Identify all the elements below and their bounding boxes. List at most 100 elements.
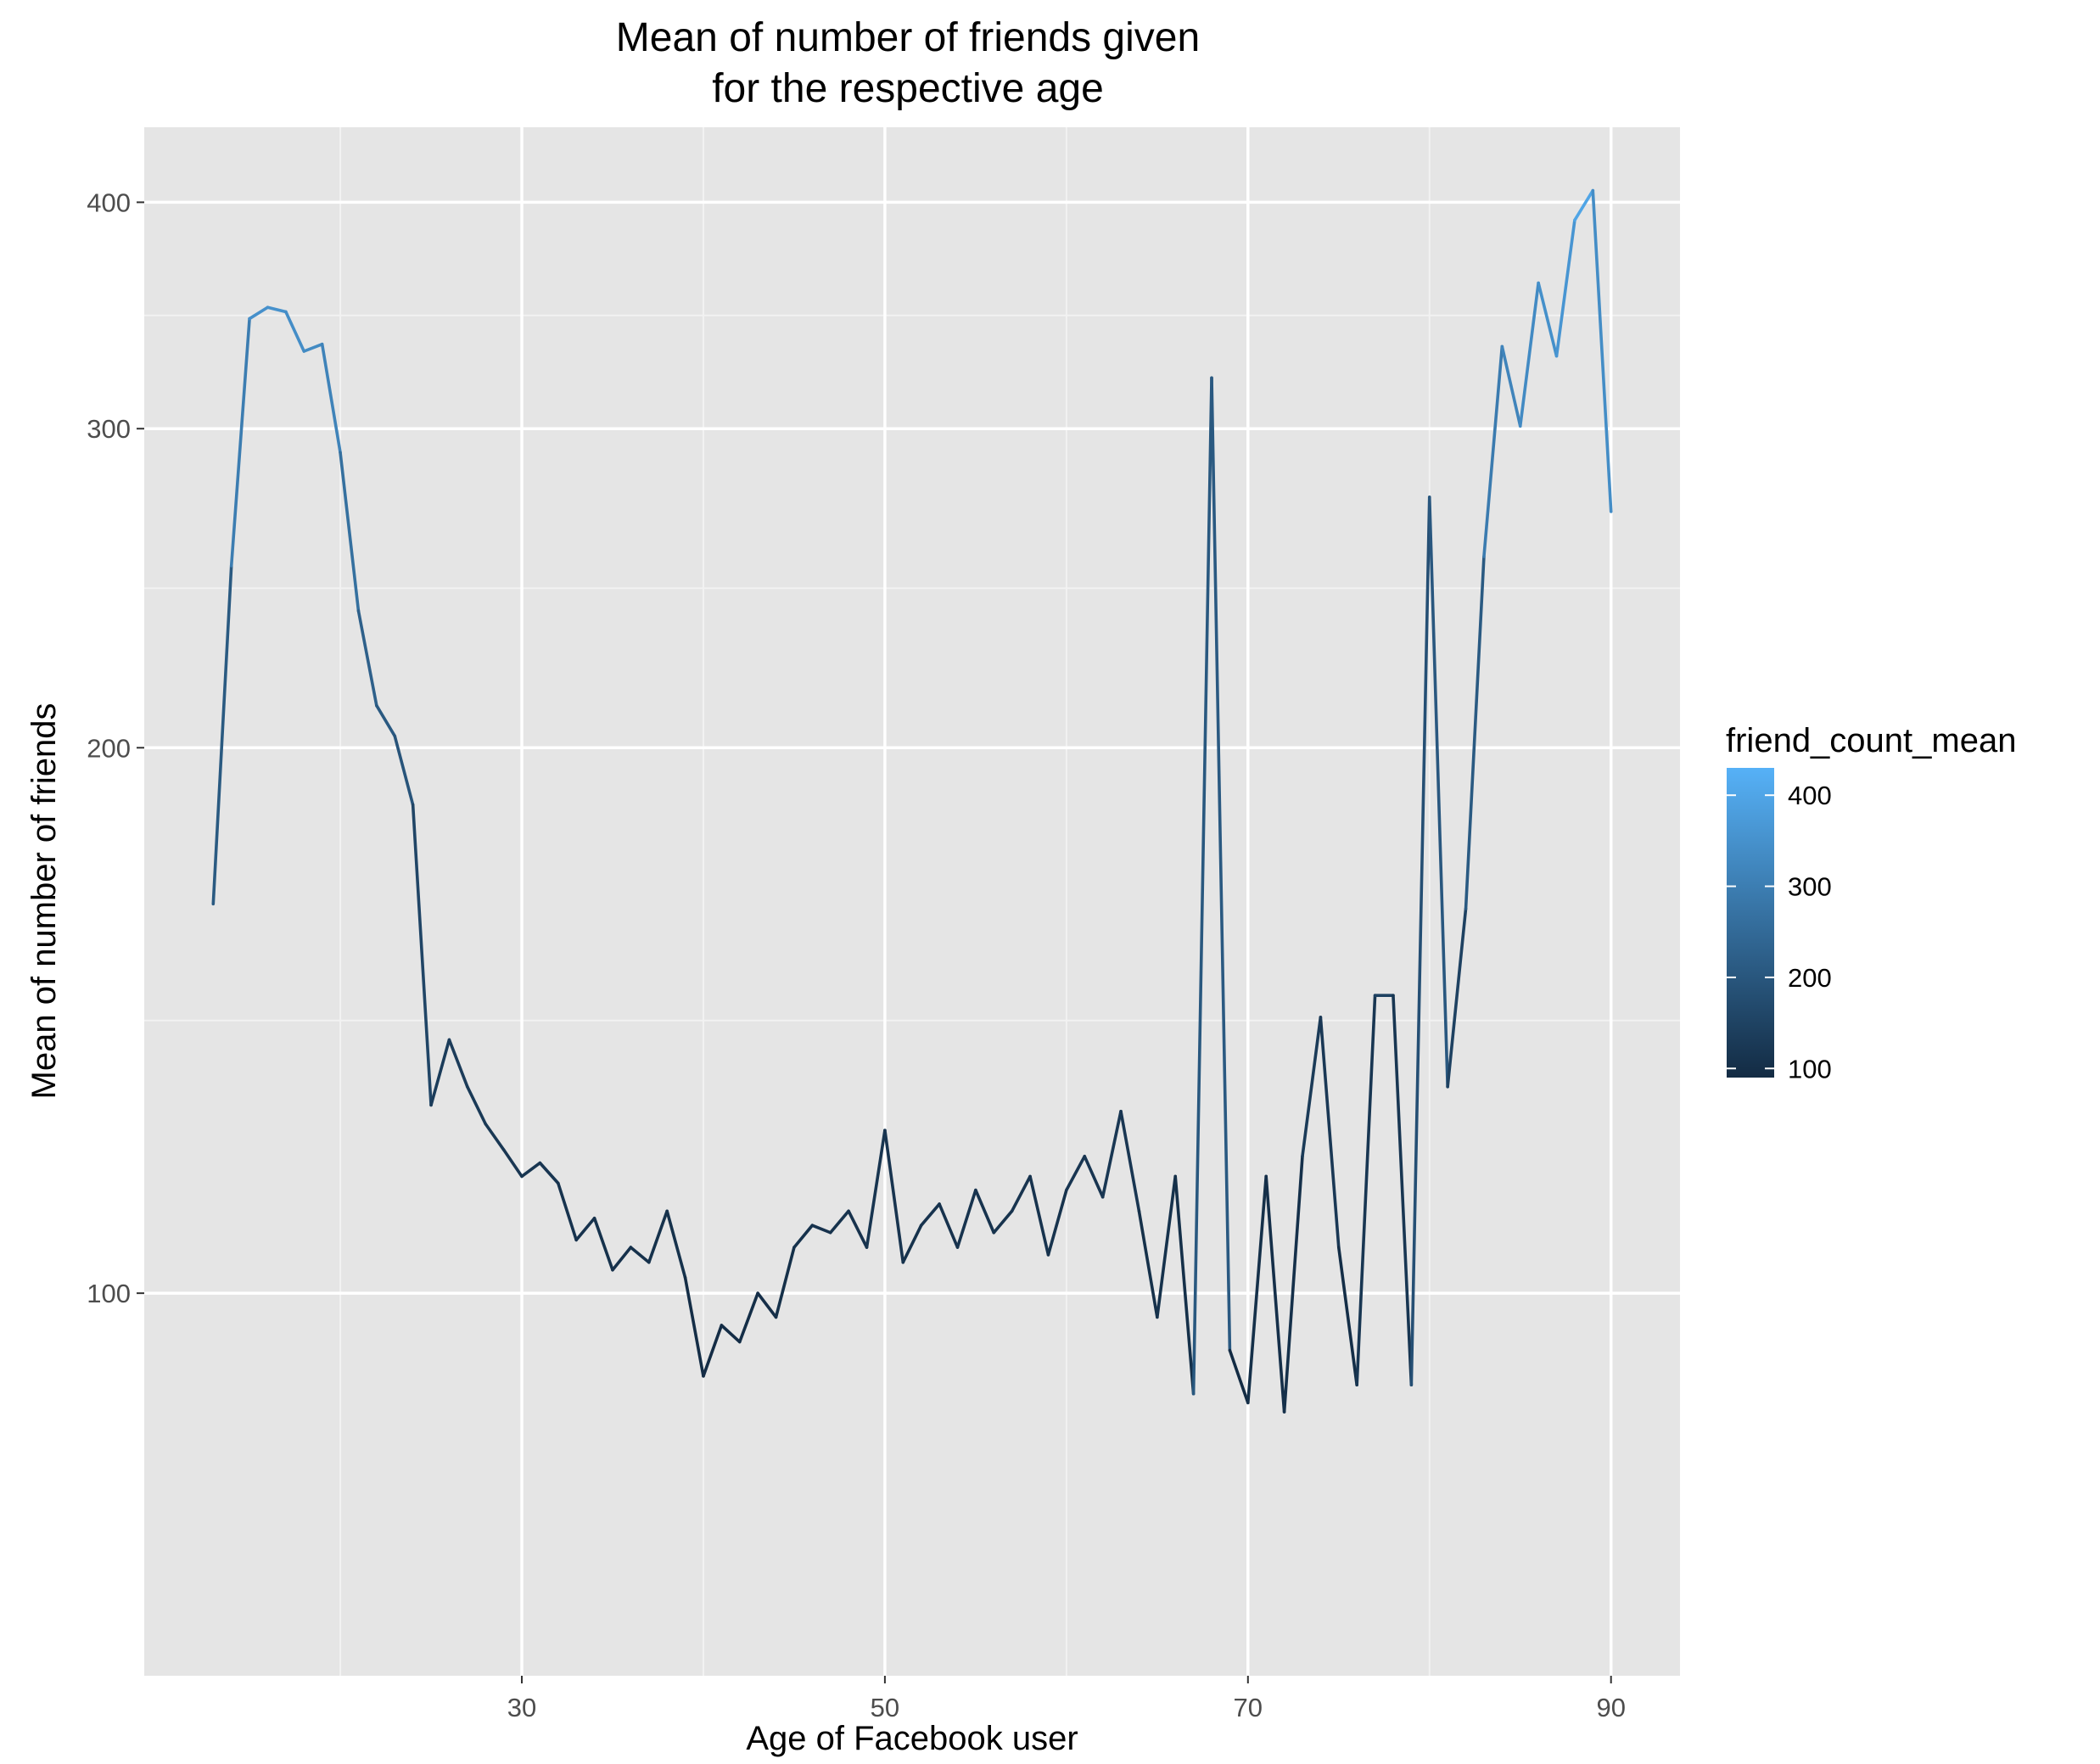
line-segment: [1156, 1174, 1178, 1319]
line-segment: [1409, 496, 1431, 1387]
y-tick-label: 200: [87, 733, 131, 763]
line-segment: [1427, 496, 1449, 1089]
chart-title-line-1: Mean of number of friends given: [616, 15, 1200, 60]
line-segment: [1301, 1016, 1323, 1158]
line-segment: [1482, 344, 1504, 558]
line-segment: [792, 1224, 815, 1249]
line-segment: [1336, 1246, 1358, 1387]
line-segment: [1119, 1109, 1141, 1213]
minor-gridlines: [144, 127, 1680, 1676]
line-segment: [1282, 1154, 1304, 1414]
legend-title: friend_count_mean: [1726, 722, 2016, 759]
line-segment: [1210, 376, 1232, 1352]
line-segment: [320, 342, 342, 455]
y-axis-title: Mean of number of friends: [25, 703, 63, 1100]
line-segment: [647, 1209, 669, 1264]
line-segment: [248, 305, 270, 321]
x-tick-label: 70: [1234, 1693, 1263, 1722]
legend-label: 200: [1788, 963, 1832, 993]
x-axis-title: Age of Facebook user: [746, 1720, 1078, 1757]
line-segment: [1083, 1154, 1105, 1199]
line-segment: [737, 1291, 759, 1344]
line-segment: [1264, 1174, 1286, 1414]
y-tick-label: 300: [87, 414, 131, 444]
legend-colorbar: [1727, 768, 1774, 1078]
x-tick-label: 50: [871, 1693, 899, 1722]
line-segment: [611, 1246, 633, 1272]
line-segment: [557, 1181, 578, 1242]
legend: friend_count_mean 100 200 300 400: [1726, 722, 2016, 1084]
line-segment: [592, 1216, 614, 1272]
line-segment: [501, 1148, 524, 1179]
legend-label: 400: [1788, 781, 1832, 810]
line-segment: [375, 703, 397, 738]
line-segment: [229, 316, 251, 568]
legend-ticks: 100 200 300 400: [1727, 781, 1832, 1084]
x-tick-label: 90: [1596, 1693, 1625, 1722]
line-segment: [665, 1209, 687, 1280]
line-segment: [1537, 281, 1559, 358]
line-segment: [1446, 907, 1468, 1089]
line-segment: [828, 1209, 850, 1235]
line-segment: [302, 342, 324, 353]
line-segment: [1573, 188, 1595, 222]
line-segment: [1319, 1016, 1341, 1249]
line-segment: [847, 1209, 869, 1249]
x-tick-label: 30: [507, 1693, 536, 1722]
line-segment: [1518, 281, 1540, 428]
line-segment: [1100, 1109, 1123, 1199]
line-segment: [356, 609, 378, 708]
line-segment: [1028, 1174, 1050, 1257]
line-segment: [538, 1161, 560, 1185]
line-segment: [1065, 1154, 1087, 1192]
line-segment: [865, 1128, 887, 1249]
line-segment: [720, 1324, 742, 1344]
line-segment: [955, 1188, 977, 1249]
chart-title-line-2: for the respective age: [712, 66, 1104, 111]
line-segment: [466, 1084, 488, 1126]
line-segment: [683, 1275, 705, 1378]
line-segment: [702, 1324, 724, 1378]
legend-label: 300: [1788, 872, 1832, 902]
line-segment: [1392, 994, 1414, 1387]
line-segment: [1500, 344, 1522, 428]
line-segment: [774, 1246, 796, 1319]
y-axis-ticks: 100 200 300 400: [87, 188, 144, 1308]
line-segment: [992, 1209, 1014, 1235]
line-segment: [266, 305, 288, 314]
legend-label: 100: [1788, 1054, 1832, 1084]
y-tick-label: 400: [87, 188, 131, 217]
line-segment: [1173, 1174, 1196, 1396]
y-tick-label: 100: [87, 1279, 131, 1308]
line-segment: [484, 1122, 506, 1151]
line-segment: [919, 1202, 941, 1228]
line-segment: [1355, 994, 1377, 1387]
line-segment: [883, 1128, 905, 1264]
line-segment: [1228, 1348, 1250, 1405]
line-segment: [284, 310, 306, 353]
line-segment: [1191, 376, 1213, 1396]
line-segment: [574, 1216, 596, 1242]
line-segment: [411, 803, 433, 1107]
x-axis-ticks: 30 50 70 90: [507, 1676, 1626, 1722]
line-segment: [1046, 1188, 1068, 1257]
line-segment: [1464, 555, 1486, 910]
line-segment: [901, 1224, 923, 1264]
line-segment: [810, 1224, 832, 1235]
line-segment: [393, 734, 415, 807]
line-segment: [211, 564, 233, 906]
line-segment: [1554, 218, 1576, 358]
series-line: [211, 188, 1613, 1414]
line-segment: [974, 1188, 996, 1235]
line-segment: [756, 1291, 778, 1319]
plot-panel: [144, 127, 1680, 1676]
line-segment: [1591, 188, 1613, 513]
line-segment: [447, 1038, 469, 1089]
line-segment: [339, 451, 361, 613]
chart-title: Mean of number of friends given for the …: [616, 15, 1200, 111]
line-segment: [1137, 1209, 1159, 1319]
line-segment: [1010, 1174, 1032, 1213]
line-segment: [429, 1038, 451, 1107]
line-segment: [1246, 1174, 1268, 1405]
